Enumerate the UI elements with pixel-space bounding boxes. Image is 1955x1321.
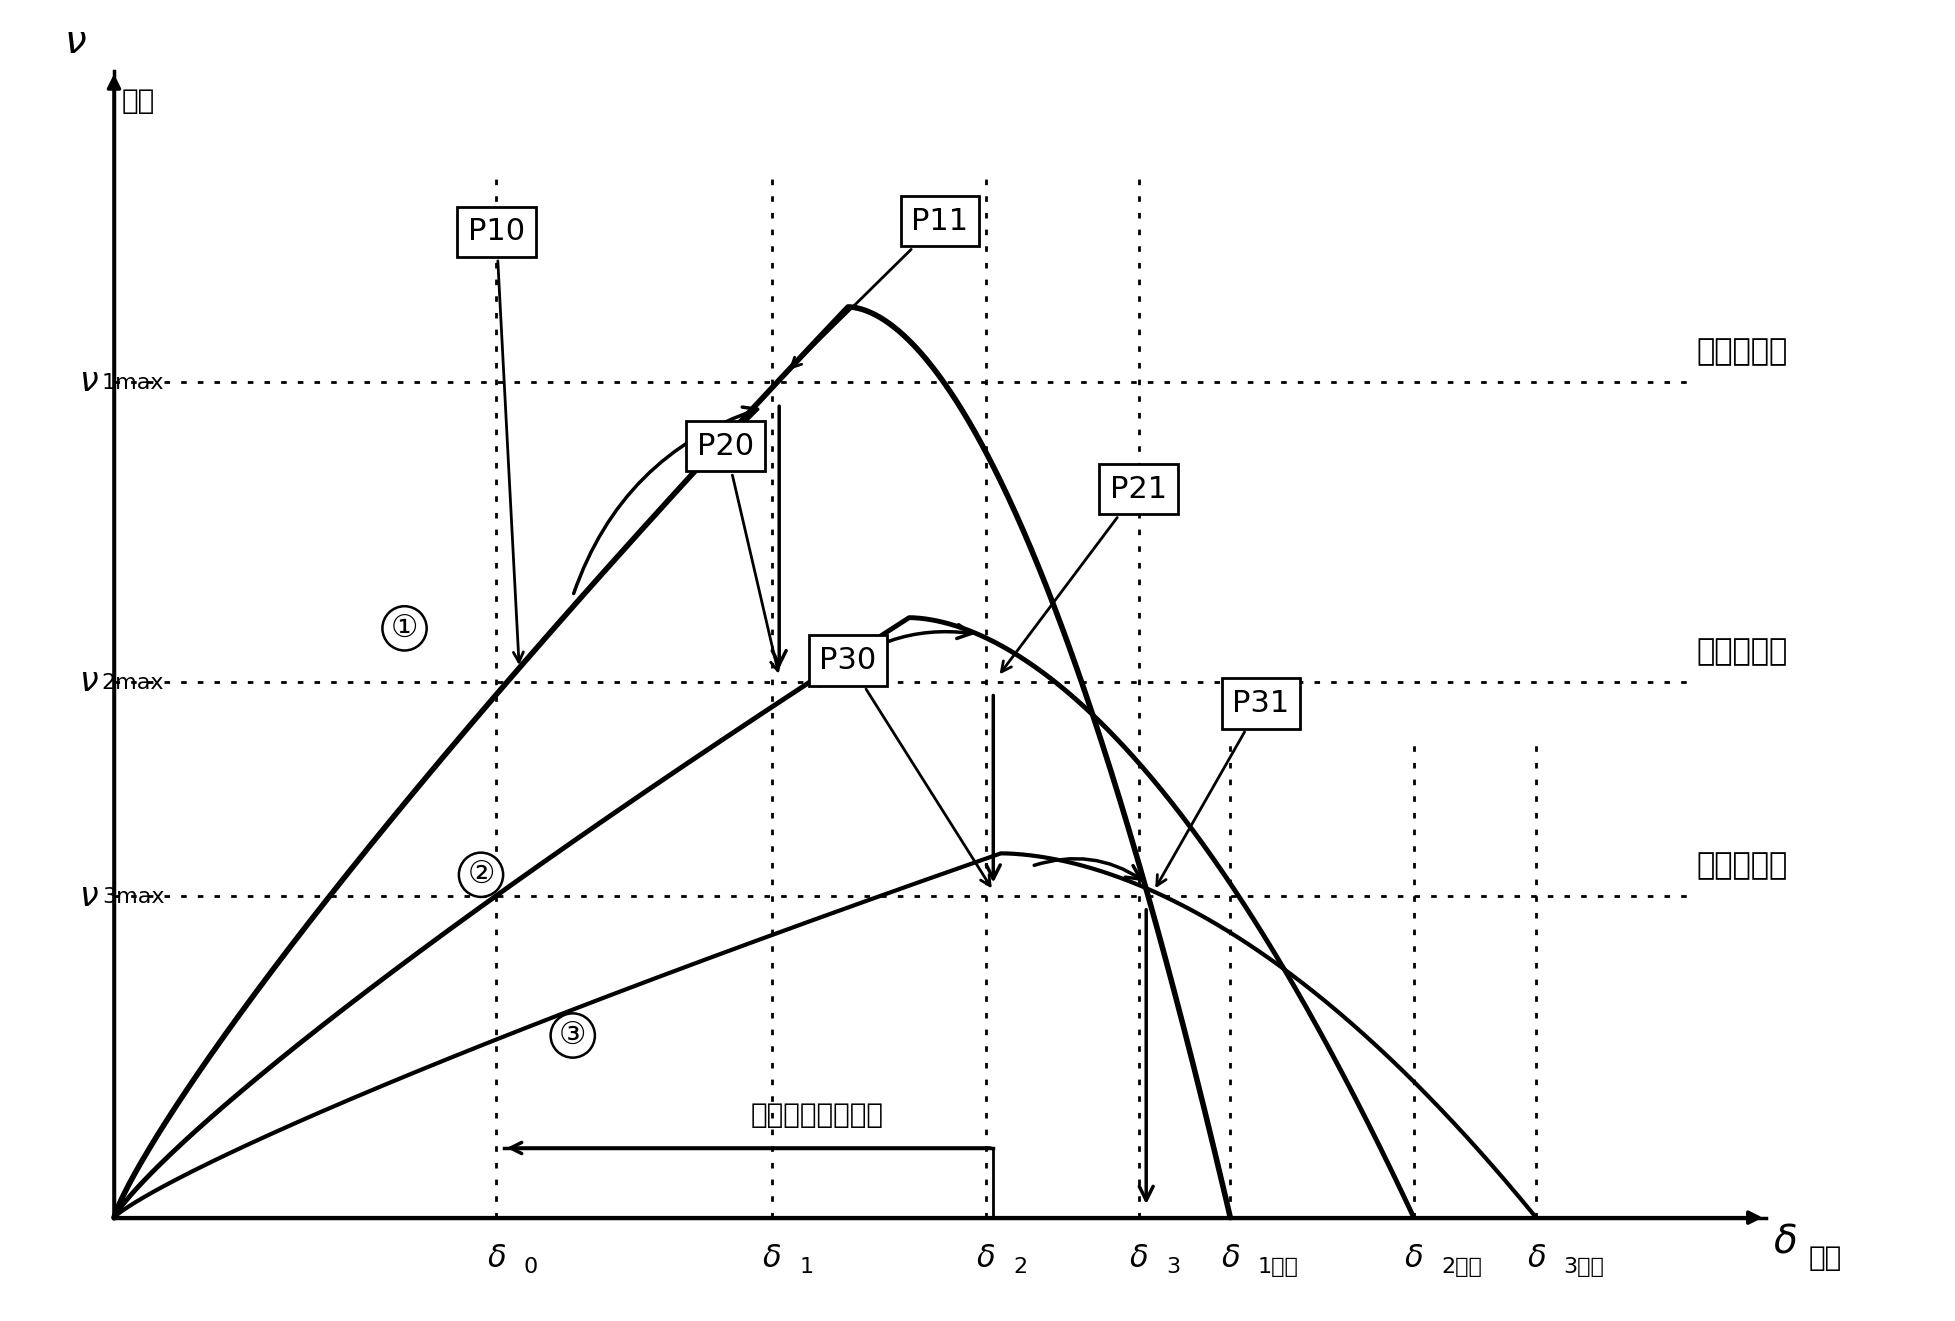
- Text: 2: 2: [1013, 1258, 1026, 1277]
- Text: 3max: 3max: [102, 886, 164, 908]
- Text: P11: P11: [790, 206, 968, 367]
- Text: P21: P21: [1001, 474, 1167, 672]
- Text: $\delta$: $\delta$: [976, 1244, 995, 1273]
- Text: 2开路: 2开路: [1441, 1258, 1482, 1277]
- Text: $\nu$: $\nu$: [78, 880, 98, 913]
- Text: 2max: 2max: [102, 672, 164, 692]
- Text: 蚀除: 蚀除: [121, 87, 154, 115]
- Text: $\delta$: $\delta$: [1773, 1223, 1797, 1262]
- Text: $\nu$: $\nu$: [78, 666, 98, 699]
- Text: ②: ②: [467, 860, 495, 889]
- Text: $\delta$: $\delta$: [1220, 1244, 1239, 1273]
- Text: 3: 3: [1165, 1258, 1179, 1277]
- Text: $\delta$: $\delta$: [1525, 1244, 1544, 1273]
- Text: 间隙: 间隙: [1808, 1244, 1842, 1272]
- Text: 0: 0: [524, 1258, 538, 1277]
- Text: 精加工规准: 精加工规准: [1695, 851, 1787, 880]
- Text: ③: ③: [559, 1021, 586, 1050]
- Text: $\delta$: $\delta$: [1128, 1244, 1148, 1273]
- Text: P20: P20: [696, 432, 780, 671]
- Text: 进给一个脆冲当量: 进给一个脆冲当量: [751, 1100, 884, 1128]
- Text: 1开路: 1开路: [1257, 1258, 1298, 1277]
- Text: 中加工规准: 中加工规准: [1695, 637, 1787, 666]
- Text: $\delta$: $\delta$: [487, 1244, 506, 1273]
- Text: P10: P10: [467, 218, 524, 662]
- Text: ①: ①: [391, 614, 418, 643]
- Text: 3开路: 3开路: [1562, 1258, 1603, 1277]
- Text: 1: 1: [800, 1258, 813, 1277]
- Text: 1max: 1max: [102, 373, 164, 392]
- Text: $\nu$: $\nu$: [65, 22, 88, 61]
- Text: $\delta$: $\delta$: [1404, 1244, 1423, 1273]
- Text: P30: P30: [819, 646, 989, 886]
- Text: $\nu$: $\nu$: [78, 366, 98, 399]
- Text: P31: P31: [1155, 688, 1288, 886]
- Text: 粗加工规准: 粗加工规准: [1695, 337, 1787, 366]
- Text: $\delta$: $\delta$: [762, 1244, 780, 1273]
